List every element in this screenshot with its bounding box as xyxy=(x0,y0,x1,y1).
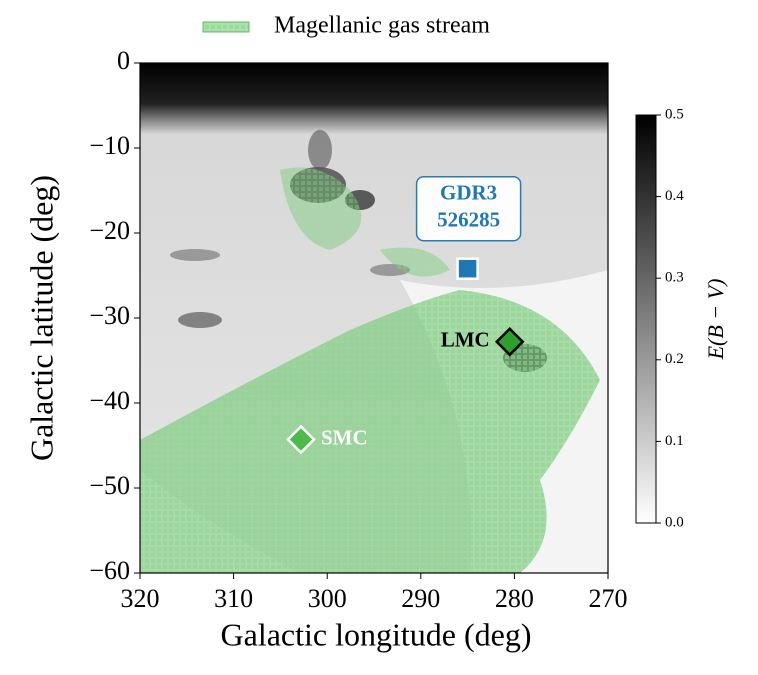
colorbar-label: E(B − V) xyxy=(703,279,728,361)
y-axis-label: Galactic latitude (deg) xyxy=(23,175,59,461)
x-tick-label: 300 xyxy=(308,584,347,613)
x-tick-label: 270 xyxy=(589,584,628,613)
y-tick-label: −30 xyxy=(89,301,130,330)
x-tick-label: 320 xyxy=(121,584,160,613)
y-tick-label: −10 xyxy=(89,131,130,160)
y-tick-label: −20 xyxy=(89,216,130,245)
legend: Magellanic gas stream xyxy=(202,13,490,39)
annotation: 526285 xyxy=(437,208,500,232)
y-tick-label: −50 xyxy=(89,471,130,500)
y-tick-label: −60 xyxy=(89,556,130,585)
x-tick-label: 310 xyxy=(214,584,253,613)
annotation-box xyxy=(415,175,522,242)
y-tick-label: −40 xyxy=(89,386,130,415)
colorbar-tick-label: 0.0 xyxy=(665,514,684,530)
annotation: LMC xyxy=(441,328,490,352)
colorbar-tick-label: 0.5 xyxy=(665,106,684,122)
x-tick-label: 290 xyxy=(401,584,440,613)
colorbar-tick-label: 0.3 xyxy=(665,270,684,286)
colorbar xyxy=(635,114,657,524)
colorbar-tick-label: 0.4 xyxy=(665,188,684,204)
marker xyxy=(286,424,316,455)
legend-label: Magellanic gas stream xyxy=(274,13,490,39)
dust-map xyxy=(140,63,608,573)
colorbar-tick-label: 0.1 xyxy=(665,433,684,449)
marker xyxy=(456,257,479,280)
annotation: GDR3 xyxy=(440,181,497,205)
legend-swatch xyxy=(202,21,250,33)
x-tick-label: 280 xyxy=(495,584,534,613)
colorbar-tick-label: 0.2 xyxy=(665,351,684,367)
y-tick-label: 0 xyxy=(117,46,130,75)
marker xyxy=(494,327,525,357)
x-axis-label: Galactic longitude (deg) xyxy=(221,616,532,652)
annotation: SMC xyxy=(321,425,368,449)
